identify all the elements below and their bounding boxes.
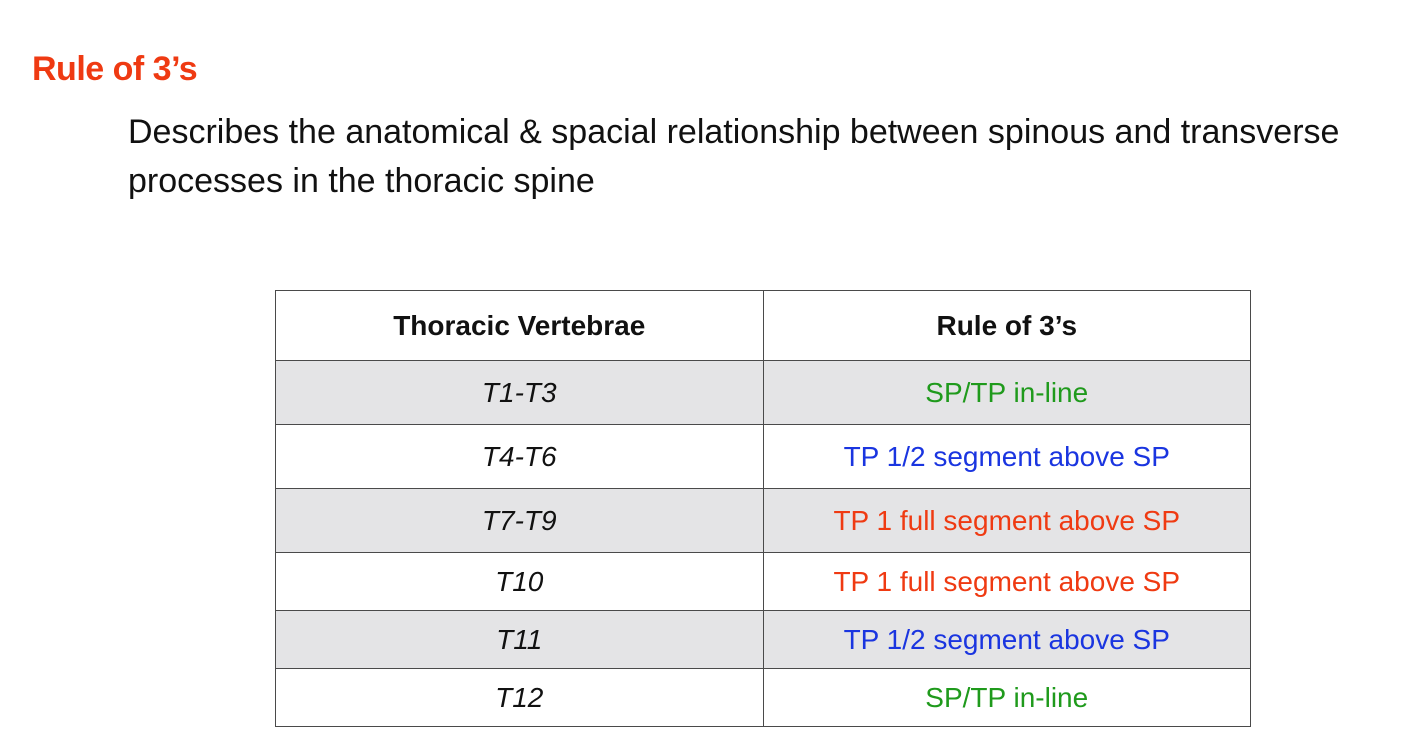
vertebrae-cell: T11: [275, 610, 764, 669]
rule-cell: TP 1/2 segment above SP: [762, 610, 1251, 669]
slide-description: Describes the anatomical & spacial relat…: [128, 113, 1340, 200]
table-header-row: Thoracic Vertebrae Rule of 3’s: [275, 290, 1251, 361]
vertebrae-cell: T10: [275, 552, 764, 611]
table-row: T11 TP 1/2 segment above SP: [275, 610, 1251, 669]
vertebrae-cell: T7-T9: [275, 488, 764, 553]
rule-cell: TP 1 full segment above SP: [762, 488, 1251, 553]
table-row: T1-T3 SP/TP in-line: [275, 360, 1251, 425]
table-row: T4-T6 TP 1/2 segment above SP: [275, 424, 1251, 489]
rule-of-threes-table: Thoracic Vertebrae Rule of 3’s T1-T3 SP/…: [275, 290, 1251, 727]
rule-cell: TP 1 full segment above SP: [762, 552, 1251, 611]
vertebrae-cell: T1-T3: [275, 360, 764, 425]
rule-cell: SP/TP in-line: [762, 360, 1251, 425]
table-row: T10 TP 1 full segment above SP: [275, 552, 1251, 611]
vertebrae-cell: T12: [275, 668, 764, 727]
header-rule-of-threes: Rule of 3’s: [762, 290, 1251, 361]
header-thoracic-vertebrae: Thoracic Vertebrae: [275, 290, 764, 361]
rule-cell: TP 1/2 segment above SP: [762, 424, 1251, 489]
table-row: T7-T9 TP 1 full segment above SP: [275, 488, 1251, 553]
vertebrae-cell: T4-T6: [275, 424, 764, 489]
slide-title: Rule of 3’s: [32, 50, 198, 88]
table-row: T12 SP/TP in-line: [275, 668, 1251, 727]
rule-cell: SP/TP in-line: [762, 668, 1251, 727]
